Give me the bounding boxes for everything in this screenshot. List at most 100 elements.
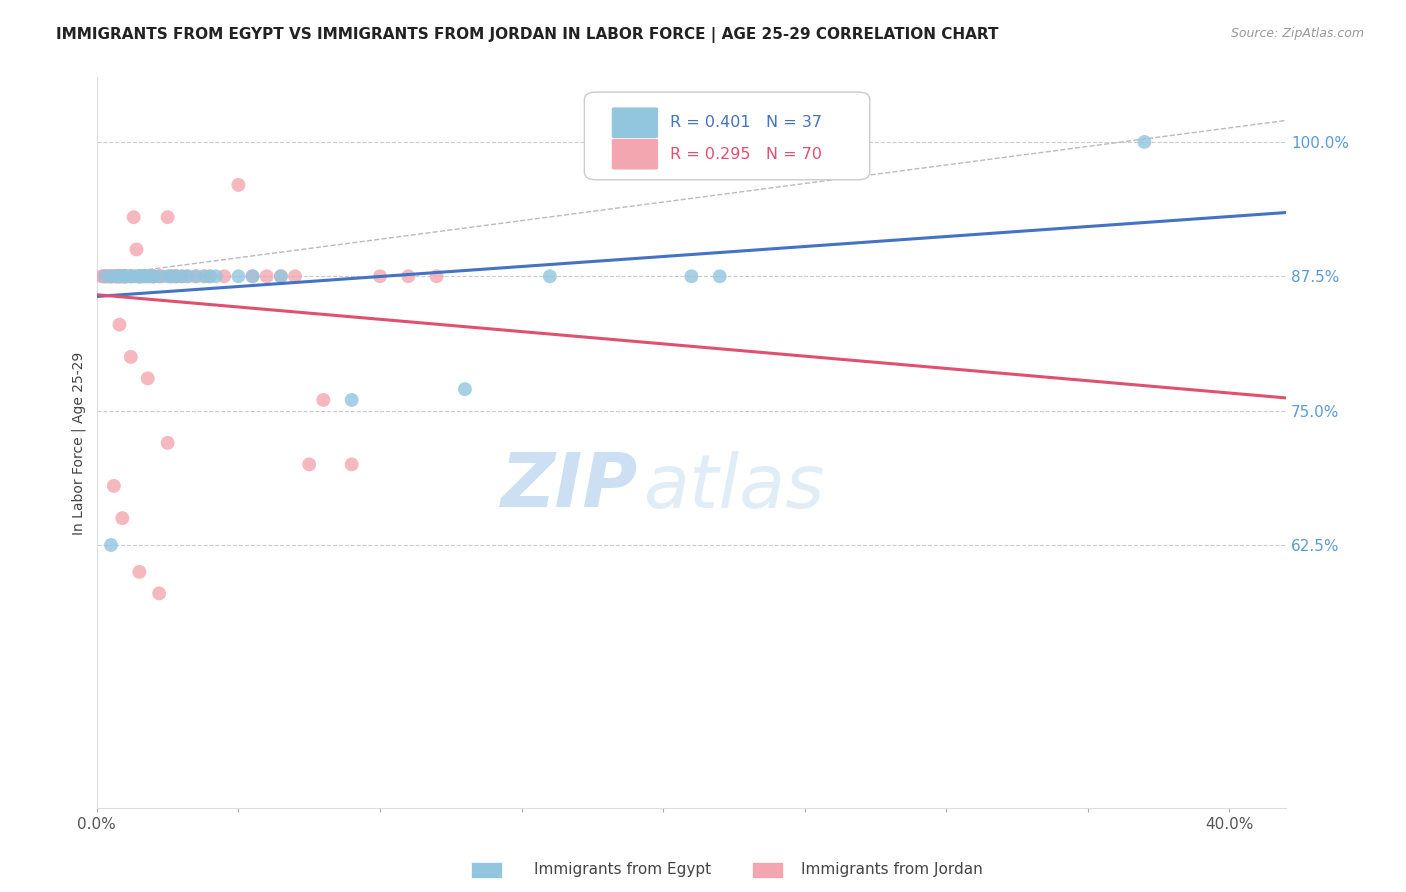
Point [340,458,363,472]
Point [128,269,150,284]
Point [298,458,321,472]
Point [312,392,335,407]
Point [681,269,703,284]
Point [128,269,150,284]
Point [100,269,122,284]
Point [134,269,156,284]
Point [142,269,165,284]
Point [340,392,363,407]
Point [103,269,125,284]
Text: R = 0.401   N = 37: R = 0.401 N = 37 [671,115,823,130]
Text: ZIP: ZIP [501,450,638,524]
Point [142,269,165,284]
Point [139,269,162,284]
Point [136,371,159,385]
Point [176,269,198,284]
FancyBboxPatch shape [585,92,870,180]
Point [136,269,159,284]
Point [242,269,264,284]
Point [100,269,122,284]
Point [125,269,148,284]
Text: IMMIGRANTS FROM EGYPT VS IMMIGRANTS FROM JORDAN IN LABOR FORCE | AGE 25-29 CORRE: IMMIGRANTS FROM EGYPT VS IMMIGRANTS FROM… [56,27,998,43]
Point [105,269,128,284]
Point [122,210,145,224]
Point [142,269,165,284]
Point [156,436,179,450]
Point [156,269,179,284]
Point [165,269,187,284]
Point [156,210,179,224]
Point [198,269,221,284]
Point [538,269,561,284]
Point [212,269,235,284]
Point [148,586,170,600]
Point [100,269,122,284]
Point [256,269,278,284]
Point [100,269,122,284]
Point [134,269,156,284]
Point [131,269,153,284]
Point [108,269,131,284]
Point [184,269,207,284]
Point [111,269,134,284]
Point [228,178,250,192]
Point [108,269,131,284]
Point [228,269,250,284]
Point [284,269,307,284]
Point [94,269,117,284]
Point [100,538,122,552]
Text: Immigrants from Egypt: Immigrants from Egypt [534,863,711,877]
Point [709,269,731,284]
Y-axis label: In Labor Force | Age 25-29: In Labor Force | Age 25-29 [72,351,86,534]
Point [193,269,215,284]
Point [193,269,215,284]
Point [114,269,136,284]
Point [176,269,198,284]
Point [97,269,120,284]
Point [120,269,142,284]
Point [120,350,142,364]
Point [1133,135,1156,149]
Point [159,269,181,284]
Point [114,269,136,284]
Point [270,269,292,284]
Point [108,318,131,332]
Point [131,269,153,284]
Point [150,269,173,284]
Point [426,269,449,284]
Point [170,269,193,284]
FancyBboxPatch shape [612,139,658,169]
Point [136,269,159,284]
Point [103,479,125,493]
Point [120,269,142,284]
Point [139,269,162,284]
Text: atlas: atlas [644,450,825,523]
Point [165,269,187,284]
Point [184,269,207,284]
Point [105,269,128,284]
Point [142,269,165,284]
Text: Immigrants from Jordan: Immigrants from Jordan [801,863,983,877]
Point [108,269,131,284]
Point [128,269,150,284]
Text: Source: ZipAtlas.com: Source: ZipAtlas.com [1230,27,1364,40]
Point [120,269,142,284]
Point [148,269,170,284]
Point [242,269,264,284]
Text: R = 0.295   N = 70: R = 0.295 N = 70 [671,146,823,161]
Point [103,269,125,284]
Point [114,269,136,284]
Point [396,269,419,284]
Point [148,269,170,284]
Point [204,269,226,284]
Point [117,269,139,284]
Point [114,269,136,284]
Point [270,269,292,284]
Point [128,269,150,284]
Point [94,269,117,284]
Point [114,269,136,284]
Point [165,269,187,284]
Point [454,382,477,396]
Point [114,269,136,284]
Point [91,269,114,284]
